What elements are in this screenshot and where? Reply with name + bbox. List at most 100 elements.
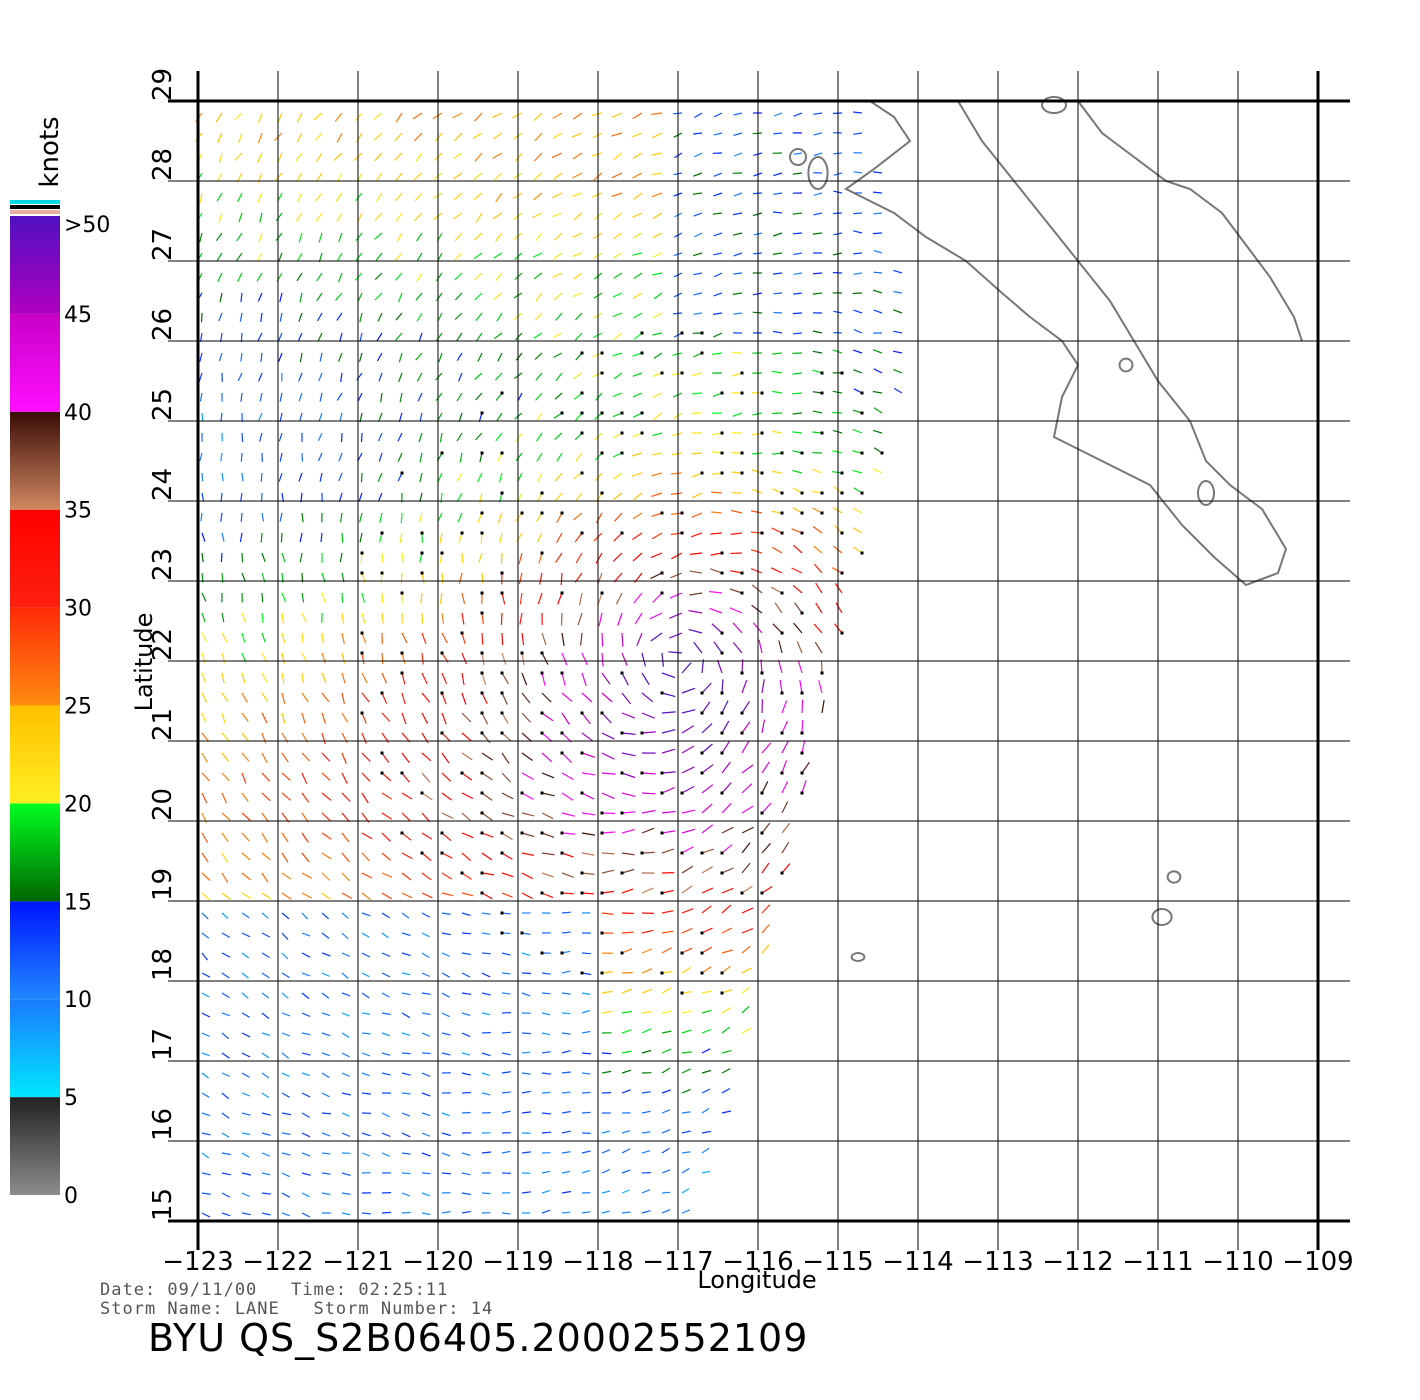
rain-flag: [540, 671, 544, 675]
wind-vector: [421, 1032, 431, 1037]
wind-vector: [554, 472, 563, 482]
wind-vector: [681, 1188, 690, 1194]
wind-vector: [341, 712, 349, 723]
colorbar-segment: [10, 313, 60, 412]
wind-vector: [319, 352, 323, 362]
wind-vector: [301, 1072, 311, 1077]
wind-vector: [501, 752, 510, 764]
wind-vector: [240, 332, 243, 342]
wind-vector: [241, 712, 249, 723]
wind-vector: [201, 1192, 211, 1195]
wind-vector: [873, 271, 883, 274]
wind-vector: [813, 152, 823, 157]
wind-vector: [541, 852, 555, 856]
wind-vector: [201, 692, 208, 703]
wind-vector: [661, 1048, 672, 1054]
wind-vector: [221, 992, 230, 999]
wind-vector: [221, 852, 228, 863]
wind-vector: [613, 492, 623, 500]
wind-vector: [536, 452, 543, 462]
wind-vector: [708, 590, 723, 594]
wind-vector: [301, 872, 312, 879]
wind-vector: [781, 822, 791, 834]
wind-vector: [456, 472, 463, 482]
wind-vector: [361, 592, 365, 603]
wind-vector: [375, 252, 383, 261]
wind-vector: [661, 1067, 671, 1074]
wind-vector: [681, 966, 692, 974]
wind-vector: [741, 945, 751, 954]
rain-flag: [600, 411, 604, 415]
wind-vector: [479, 452, 483, 463]
wind-vector: [834, 583, 843, 594]
wind-vector: [552, 192, 563, 199]
wind-vector: [298, 312, 303, 322]
wind-vector: [317, 432, 323, 441]
wind-vector: [710, 552, 723, 556]
wind-vector: [240, 392, 243, 402]
rain-flag: [700, 711, 704, 715]
wind-vector: [573, 272, 583, 280]
wind-vector: [561, 852, 574, 858]
rain-flag: [740, 471, 744, 475]
rain-flag: [660, 691, 664, 695]
wind-vector: [201, 1152, 210, 1159]
wind-vector: [419, 472, 423, 483]
wind-vector: [670, 572, 683, 579]
rain-flag: [620, 431, 624, 435]
wind-vector: [452, 172, 463, 180]
wind-vector: [261, 592, 264, 603]
wind-vector: [512, 112, 523, 119]
wind-vector: [521, 1072, 531, 1075]
rain-flag: [860, 391, 864, 395]
wind-vector: [275, 212, 283, 222]
wind-vector: [461, 812, 472, 822]
wind-vector: [552, 132, 563, 139]
colorbar-segment: [10, 607, 60, 706]
wind-vector: [314, 132, 323, 141]
wind-vector: [281, 492, 284, 502]
rain-flag: [680, 531, 684, 535]
rain-flag: [440, 831, 444, 835]
rain-flag: [660, 831, 664, 835]
wind-vector: [279, 412, 283, 422]
wind-vector: [661, 692, 676, 698]
wind-vector: [301, 452, 304, 462]
wind-vector: [301, 672, 304, 684]
island-outline: [1197, 480, 1215, 506]
rain-flag: [380, 531, 384, 535]
rain-flag: [500, 711, 504, 715]
wind-vector: [321, 1092, 330, 1098]
rain-flag: [580, 891, 584, 895]
wind-vector: [421, 692, 431, 703]
wind-vector: [669, 592, 683, 599]
axis-ticks: −123 −122 −121 −120 −119 −118 −117 −116 −115 −114…: [148, 68, 1354, 1277]
wind-vector: [461, 972, 471, 978]
wind-vector: [661, 930, 674, 934]
wind-vector: [741, 907, 754, 914]
wind-vector: [356, 372, 363, 381]
wind-vector: [280, 532, 283, 543]
wind-vector: [641, 1110, 651, 1114]
wind-vector: [421, 752, 432, 762]
wind-vector: [561, 911, 571, 914]
wind-vector: [360, 472, 363, 483]
wind-vector: [732, 642, 743, 654]
wind-vector: [238, 132, 243, 143]
rain-flag: [760, 431, 764, 435]
wind-vector: [301, 592, 305, 603]
wind-vector: [216, 192, 223, 202]
wind-vector: [381, 952, 391, 957]
rain-flag: [700, 751, 704, 755]
wind-vector: [595, 392, 603, 401]
wind-vector: [281, 912, 290, 920]
rain-flag: [680, 851, 684, 855]
wind-vector: [498, 472, 503, 483]
colorbar-tick-label: 25: [64, 695, 92, 720]
wind-vector: [296, 252, 303, 262]
wind-vector: [261, 712, 268, 724]
rain-flag: [380, 691, 384, 695]
wind-vector: [375, 172, 383, 182]
wind-vector: [552, 332, 563, 339]
wind-vector: [201, 1072, 209, 1079]
